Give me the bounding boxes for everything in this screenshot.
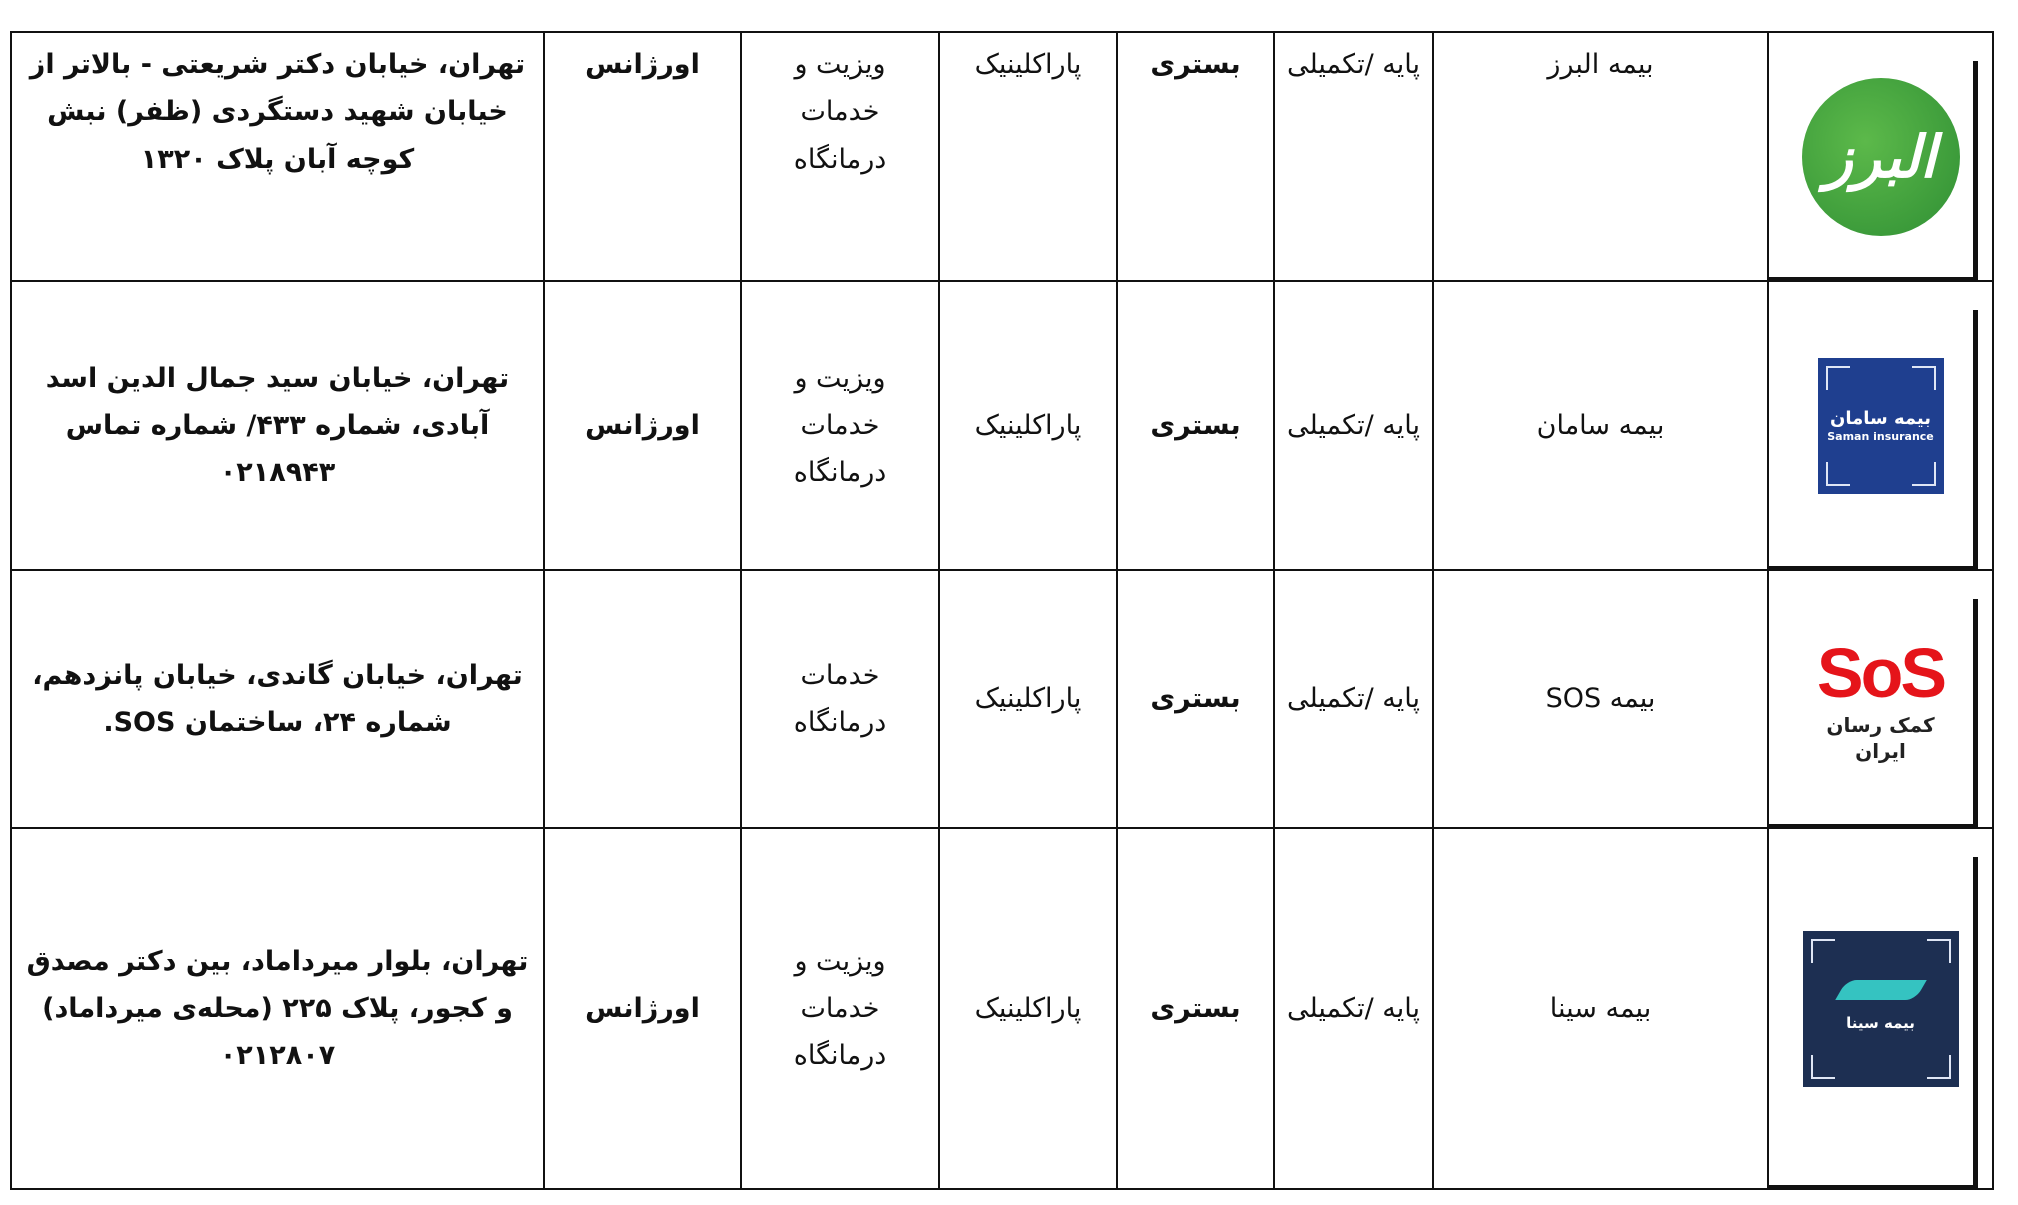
hospitalization: بستری	[1116, 569, 1275, 829]
visit-services: خدمات درمانگاه	[740, 569, 940, 829]
insurer-name: بیمه البرز	[1432, 31, 1769, 282]
paraclinic: پاراکلینیک	[938, 827, 1118, 1190]
saman-logo-text-en: Saman insurance	[1827, 430, 1934, 444]
insurer-name: بیمه سامان	[1432, 280, 1769, 571]
insurance-table: البرز بیمه البرز پایه /تکمیلی بستری پارا…	[10, 31, 1994, 1190]
logo-cell: بیمه سامان Saman insurance	[1767, 280, 1994, 571]
sina-logo-text: بیمه سینا	[1846, 1014, 1915, 1033]
address: تهران، خیابان دکتر شریعتی - بالاتر از خی…	[10, 31, 545, 282]
logo-cell: البرز	[1767, 31, 1994, 282]
sos-logo: SoS کمک رسان ایران	[1806, 634, 1956, 764]
insurer-name: بیمه سینا	[1432, 827, 1769, 1190]
sina-logo: بیمه سینا	[1802, 930, 1959, 1087]
paraclinic: پاراکلینیک	[938, 280, 1118, 571]
hospitalization: بستری	[1116, 31, 1275, 282]
table-row: البرز بیمه البرز پایه /تکمیلی بستری پارا…	[10, 31, 1994, 282]
emergency: اورژانس	[543, 827, 742, 1190]
visit-services: ویزیت و خدمات درمانگاه	[740, 280, 940, 571]
paraclinic: پاراکلینیک	[938, 31, 1118, 282]
sina-wave-icon	[1834, 980, 1927, 1001]
emergency: اورژانس	[543, 280, 742, 571]
sos-logo-sub: کمک رسان ایران	[1826, 713, 1935, 763]
alborz-logo: البرز	[1801, 77, 1960, 236]
emergency: اورژانس	[543, 31, 742, 282]
coverage-type: پایه /تکمیلی	[1273, 280, 1434, 571]
saman-logo-text: بیمه سامان	[1829, 407, 1932, 429]
emergency	[543, 569, 742, 829]
insurer-name: بیمه SOS	[1432, 569, 1769, 829]
logo-cell: SoS کمک رسان ایران	[1767, 569, 1994, 829]
coverage-type: پایه /تکمیلی	[1273, 827, 1434, 1190]
coverage-type: پایه /تکمیلی	[1273, 569, 1434, 829]
table-row: SoS کمک رسان ایران بیمه SOS پایه /تکمیلی…	[10, 569, 1994, 829]
hospitalization: بستری	[1116, 280, 1275, 571]
address: تهران، خیابان سید جمال الدین اسد آبادی، …	[10, 280, 545, 571]
hospitalization: بستری	[1116, 827, 1275, 1190]
sos-logo-text: SoS	[1816, 634, 1947, 712]
table-row: بیمه سامان Saman insurance بیمه سامان پا…	[10, 280, 1994, 571]
address: تهران، بلوار میرداماد، بین دکتر مصدق و ک…	[10, 827, 545, 1190]
visit-services: ویزیت و خدمات درمانگاه	[740, 31, 940, 282]
table-row: بیمه سینا بیمه سینا پایه /تکمیلی بستری پ…	[10, 827, 1994, 1190]
coverage-type: پایه /تکمیلی	[1273, 31, 1434, 282]
visit-services: ویزیت و خدمات درمانگاه	[740, 827, 940, 1190]
address: تهران، خیابان گاندی، خیابان پانزدهم، شما…	[10, 569, 545, 829]
logo-cell: بیمه سینا	[1767, 827, 1994, 1190]
saman-logo: بیمه سامان Saman insurance	[1817, 357, 1944, 494]
paraclinic: پاراکلینیک	[938, 569, 1118, 829]
